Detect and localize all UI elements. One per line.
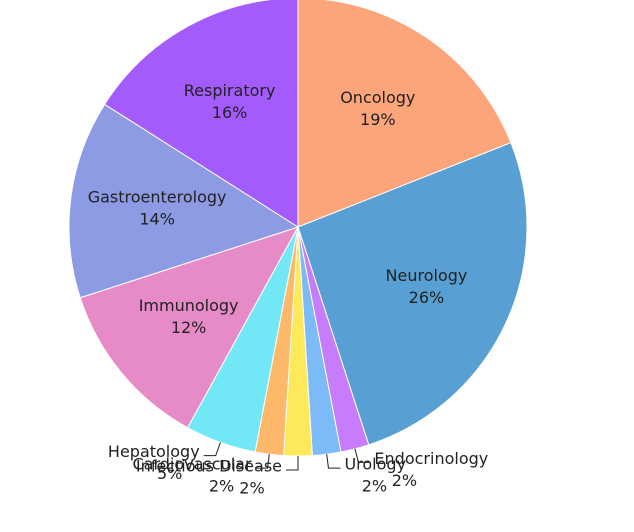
slice-value-label: 19% <box>360 110 396 129</box>
slice-label: Oncology <box>340 88 415 107</box>
pie-slice <box>297 142 528 446</box>
slice-value-label: 26% <box>409 288 445 307</box>
slice-value-label: 16% <box>212 103 248 122</box>
pie-slice <box>79 226 300 429</box>
leader-line <box>255 454 270 469</box>
slice-value-label: 2% <box>362 477 387 496</box>
slice-value-label: 14% <box>139 210 175 229</box>
slice-value-label: 2% <box>209 477 234 496</box>
leader-line <box>203 442 221 457</box>
slice-label: Cardiovascular <box>132 455 251 474</box>
leader-line <box>354 448 371 463</box>
leader-line <box>286 456 299 471</box>
leader-line <box>326 454 341 469</box>
slice-label: Hepatology <box>108 442 200 461</box>
slice-label: Neurology <box>386 266 468 285</box>
slice-label: Infectious Disease <box>136 457 282 476</box>
pie-slice <box>103 0 299 228</box>
slice-value-label: 2% <box>239 479 264 498</box>
slice-label: Urology <box>344 455 406 474</box>
pie-slice <box>297 0 512 228</box>
slice-value-label: 5% <box>157 464 182 483</box>
slice-label: Endocrinology <box>374 449 488 468</box>
pie-slice <box>68 103 300 299</box>
slice-label: Immunology <box>139 296 239 315</box>
slice-label: Respiratory <box>184 81 276 100</box>
slice-label: Gastroenterology <box>88 188 227 207</box>
slice-value-label: 12% <box>171 318 207 337</box>
slice-value-label: 2% <box>392 471 417 490</box>
